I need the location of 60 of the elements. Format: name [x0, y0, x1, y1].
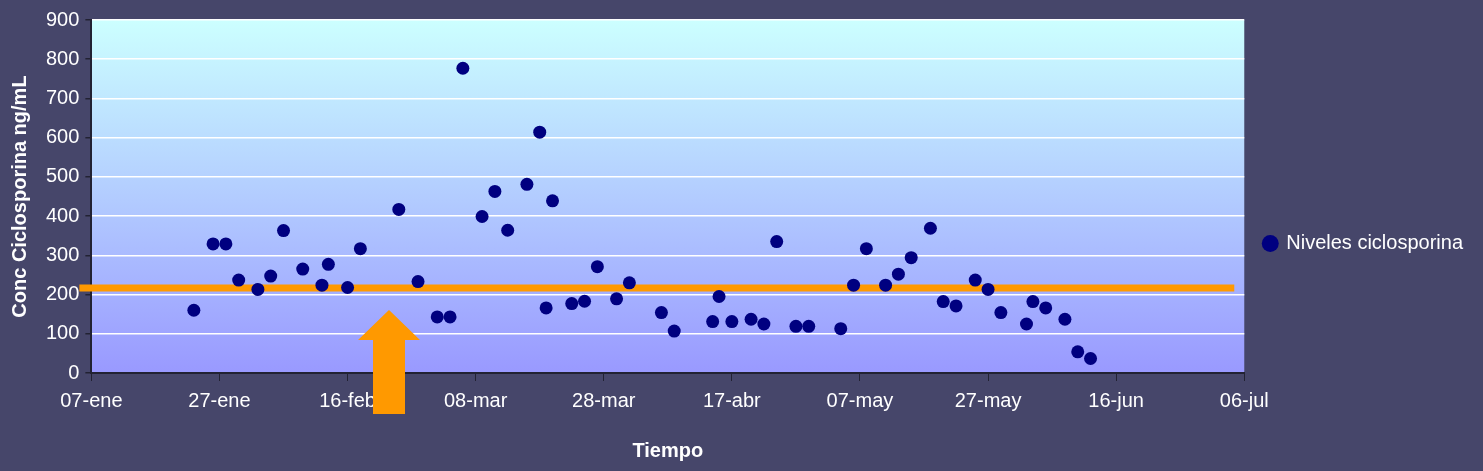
point [353, 242, 367, 256]
point [770, 235, 784, 249]
point [981, 282, 995, 296]
point [904, 251, 918, 265]
y-tick-label: 600 [45, 125, 80, 148]
point [219, 237, 233, 251]
point [1019, 317, 1033, 331]
point [757, 317, 771, 331]
point [1026, 295, 1040, 309]
y-tick-label: 400 [45, 203, 80, 226]
point [411, 275, 425, 289]
y-tick-label: 700 [45, 85, 80, 108]
point [949, 299, 963, 313]
y-axis-title: Conc Ciclosporina ng/mL [7, 75, 30, 318]
point [879, 278, 893, 292]
y-tick-label: 100 [45, 321, 80, 344]
point [315, 278, 329, 292]
point [859, 242, 873, 256]
point [321, 257, 335, 271]
x-tick-label: 07-may [826, 388, 894, 411]
x-tick-label: 28-mar [572, 388, 636, 411]
point [994, 306, 1008, 320]
x-tick-label: 07-ene [60, 388, 123, 411]
y-tick-label: 300 [45, 242, 80, 265]
point [187, 303, 201, 317]
point [834, 322, 848, 336]
point [706, 315, 720, 329]
x-tick-label: 08-mar [443, 388, 508, 411]
point [744, 312, 758, 326]
point [296, 262, 310, 276]
point [232, 273, 246, 287]
point [968, 273, 982, 287]
point [923, 221, 937, 235]
point [891, 267, 905, 281]
point [936, 295, 950, 309]
point [725, 315, 739, 329]
y-tick-label: 500 [45, 164, 80, 187]
x-axis-title: Tiempo [632, 438, 704, 461]
point [789, 319, 803, 333]
y-tick-label: 200 [45, 282, 80, 305]
y-tick-label: 800 [45, 46, 80, 69]
point [1039, 301, 1053, 315]
x-tick-label: 06-jul [1219, 388, 1269, 411]
y-tick-label: 900 [45, 7, 80, 30]
legend-label: Niveles ciclosporina [1286, 231, 1464, 254]
point [1058, 312, 1072, 326]
point [251, 282, 265, 296]
x-tick-label: 27-may [954, 388, 1022, 411]
point [1071, 345, 1085, 359]
point [206, 237, 220, 251]
point [341, 281, 355, 294]
point [847, 278, 861, 292]
point [392, 202, 406, 216]
point [264, 269, 278, 283]
x-tick-label: 17-abr [702, 388, 762, 411]
point [277, 224, 291, 238]
x-tick-label: 27-ene [188, 388, 251, 411]
point [802, 319, 816, 333]
y-tick-label: 0 [68, 360, 80, 383]
x-tick-label: 16-jun [1088, 388, 1144, 411]
